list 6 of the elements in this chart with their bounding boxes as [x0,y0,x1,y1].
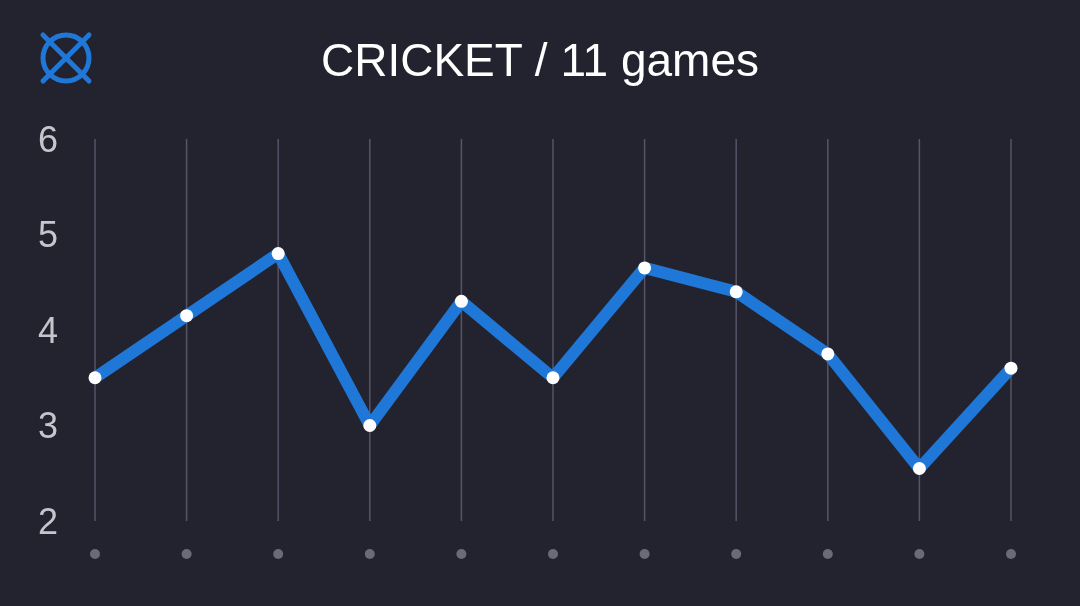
y-tick-label: 3 [37,405,58,447]
y-tick-label: 5 [37,214,58,256]
y-tick-label: 6 [37,118,58,160]
y-tick-label: 4 [37,309,58,351]
chart-title: CRICKET / 11 games [320,33,760,88]
y-tick-label: 2 [37,500,58,542]
